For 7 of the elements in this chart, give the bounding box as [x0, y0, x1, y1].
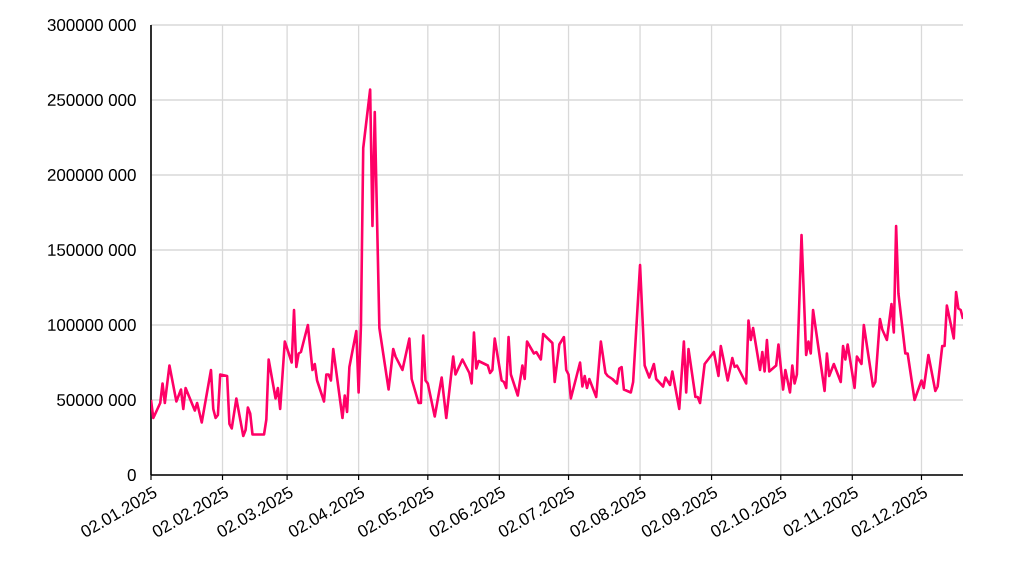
- y-tick-label: 250000 000: [47, 94, 136, 106]
- y-tick-label: 150000 000: [48, 244, 136, 256]
- y-tick-label: 50000 000: [57, 394, 136, 406]
- y-tick-label: 300000 000: [47, 19, 136, 31]
- y-tick-label: 0: [127, 469, 136, 481]
- y-tick-label: 100000 000: [48, 319, 136, 331]
- y-tick-label: 200000 000: [47, 169, 136, 181]
